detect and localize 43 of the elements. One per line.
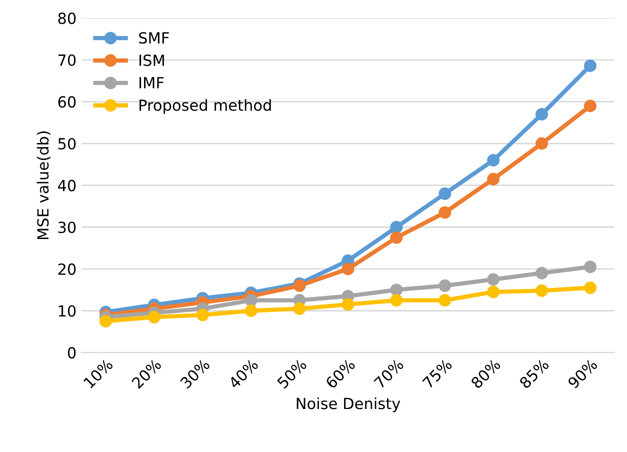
point (584, 282, 596, 294)
point (342, 298, 354, 311)
point (536, 137, 548, 150)
point (536, 284, 548, 297)
point (196, 308, 209, 322)
point (390, 220, 403, 234)
point (438, 294, 452, 307)
point (584, 59, 596, 72)
y-tick-label: 50 (58, 138, 76, 150)
y-tick-label: 0 (68, 347, 76, 359)
point (99, 314, 112, 328)
point (487, 286, 500, 298)
y-tick-label: 40 (58, 180, 76, 192)
legend-label: ISM (140, 54, 164, 66)
point (584, 260, 596, 274)
x-axis-title: Noise Denisty (296, 397, 400, 412)
point (438, 206, 452, 219)
point (536, 266, 548, 280)
point (487, 154, 500, 166)
y-tick-label: 80 (58, 12, 76, 24)
y-tick-label: 20 (58, 263, 76, 275)
y-tick-label: 30 (58, 222, 76, 234)
point (390, 231, 403, 244)
legend-label: Proposed method (140, 99, 271, 114)
point (293, 302, 306, 315)
point (487, 273, 500, 286)
point (342, 262, 354, 276)
y-tick-label: 10 (58, 305, 76, 317)
point (244, 294, 258, 307)
point (584, 100, 596, 112)
legend-label: IMF (140, 77, 164, 88)
point (148, 310, 160, 324)
point (487, 172, 500, 186)
y-tick-label: 60 (58, 96, 76, 108)
point (536, 108, 548, 120)
legend-label: SMF (139, 32, 169, 44)
y-tick-label: 70 (58, 54, 76, 66)
point (438, 279, 452, 292)
point (390, 284, 403, 296)
y-axis-title: MSE value(db) (36, 131, 50, 240)
point (244, 304, 258, 317)
point (390, 294, 403, 307)
point (438, 187, 452, 200)
